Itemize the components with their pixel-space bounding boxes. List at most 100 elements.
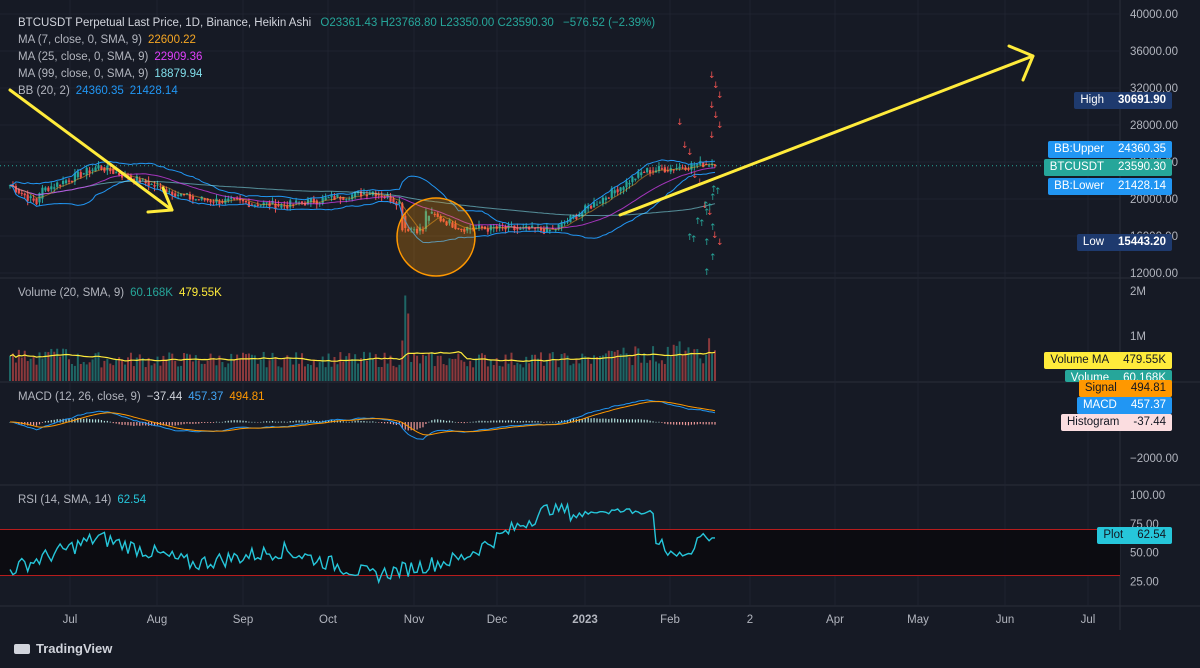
- volume-bar: [194, 355, 197, 381]
- candle-body: [516, 227, 519, 230]
- volume-bar: [303, 366, 306, 381]
- volume-bar: [581, 353, 584, 381]
- candle-body: [97, 165, 100, 169]
- candle-body: [486, 228, 489, 232]
- macd-histogram-bar: [295, 420, 297, 423]
- candle-body: [115, 172, 118, 174]
- macd-histogram-bar: [242, 420, 244, 423]
- macd-label[interactable]: MACD (12, 26, close, 9): [18, 391, 141, 403]
- ma25-label[interactable]: MA (25, close, 0, SMA, 9): [18, 51, 149, 63]
- volume-bar: [663, 364, 666, 381]
- candle-body: [480, 226, 484, 229]
- macd-histogram-bar: [413, 422, 415, 430]
- volume-bar: [519, 364, 522, 381]
- macd-histogram-bar: [35, 422, 38, 426]
- histogram-tag-value: -37.44: [1133, 416, 1166, 428]
- macd-histogram-bar: [434, 419, 436, 423]
- tradingview-logo[interactable]: TradingView: [14, 641, 112, 656]
- downtrend-arrow-line: [8, 88, 174, 212]
- rsi-legend: RSI (14, SMA, 14) 62.54: [18, 492, 146, 509]
- volume-label[interactable]: Volume (20, SMA, 9): [18, 287, 125, 299]
- macd-histogram-bar: [631, 419, 634, 423]
- candle-body: [699, 160, 702, 165]
- symbol-tag-value: 23590.30: [1118, 161, 1166, 173]
- macd-histogram-bar: [342, 421, 344, 423]
- candle-body: [413, 229, 416, 231]
- candle-body: [185, 193, 189, 195]
- candle-body: [472, 227, 475, 230]
- drawing-annotations[interactable]: [8, 44, 1035, 277]
- candle-body: [436, 213, 439, 217]
- macd-histogram-bar: [118, 422, 120, 425]
- macd-histogram-bar: [171, 422, 173, 426]
- candle-body: [247, 201, 251, 207]
- macd-histogram-bar: [537, 421, 539, 423]
- candle-body: [41, 187, 44, 199]
- candle-body: [241, 199, 245, 202]
- macd-histogram-bar: [165, 422, 167, 426]
- volume-bar: [401, 340, 404, 381]
- volume-bar: [427, 353, 430, 381]
- volume-bar: [236, 354, 239, 381]
- tradingview-logo-icon: [14, 643, 30, 654]
- time-tick-label: Oct: [319, 614, 338, 626]
- candle-body: [631, 176, 634, 183]
- volume-bar: [619, 354, 622, 381]
- macd-pane[interactable]: [9, 399, 716, 440]
- volume-bar: [271, 352, 274, 381]
- candle-body: [672, 169, 675, 171]
- candle-body: [59, 184, 62, 186]
- candle-body: [713, 164, 717, 167]
- volume-bar: [551, 352, 554, 381]
- rsi-label[interactable]: RSI (14, SMA, 14): [18, 494, 112, 506]
- candle-body: [85, 167, 88, 176]
- candle-body: [448, 219, 451, 224]
- volume-bar: [321, 356, 324, 381]
- time-tick-label: May: [907, 614, 929, 626]
- ma99-label[interactable]: MA (99, close, 0, SMA, 9): [18, 68, 149, 80]
- buy-signal-arrow: ↑: [709, 223, 717, 233]
- volume-bar: [374, 354, 377, 381]
- macd-histogram-bar: [457, 422, 459, 423]
- macd-histogram-bar: [106, 420, 108, 423]
- volume-pane[interactable]: [9, 295, 716, 382]
- symbol-title[interactable]: BTCUSDT Perpetual Last Price, 1D, Binanc…: [18, 17, 312, 29]
- candle-body: [430, 212, 433, 214]
- volume-bar: [209, 353, 212, 381]
- macd-histogram-bar: [690, 422, 693, 425]
- volume-bar: [510, 352, 513, 381]
- volume-bar: [224, 367, 227, 381]
- volume-bar: [351, 359, 354, 381]
- volume-bar: [578, 363, 581, 381]
- candle-body: [321, 197, 324, 204]
- candle-body: [35, 198, 38, 205]
- volume-bar: [336, 364, 339, 381]
- volume-bar: [103, 360, 106, 381]
- volume-bar: [463, 361, 466, 381]
- volume-bar: [147, 357, 150, 381]
- volume-bar: [26, 361, 29, 381]
- macd-histogram-bar: [189, 422, 191, 424]
- candle-body: [560, 222, 563, 227]
- candle-body: [333, 196, 336, 200]
- candle-body: [112, 168, 115, 174]
- ma7-label[interactable]: MA (7, close, 0, SMA, 9): [18, 34, 142, 46]
- candle-body: [135, 176, 138, 181]
- candle-body: [109, 168, 112, 172]
- volume-bar: [85, 364, 88, 381]
- candle-body: [324, 197, 327, 201]
- macd-histogram-bar: [652, 421, 654, 423]
- bb-label[interactable]: BB (20, 2): [18, 85, 70, 97]
- macd-histogram-bar: [596, 418, 598, 423]
- sell-signal-arrow: ↓: [711, 231, 719, 241]
- low-tag: Low 15443.20: [1076, 234, 1172, 251]
- volume-bar: [32, 356, 35, 381]
- volume-bar: [498, 365, 501, 381]
- rsi-pane[interactable]: [0, 501, 1120, 585]
- buy-signal-arrow: ↑: [709, 193, 717, 203]
- ohlc-values: O23361.43 H23768.80 L23350.00 C23590.30: [320, 17, 554, 29]
- price-pane[interactable]: ↓↓↓↓↓↓↓↓↓↓↓↓↓↓↓↓↑↑↑↑↑↑↑↑↑↑↑↑↑↑: [0, 71, 1120, 278]
- volume-bar: [124, 364, 127, 381]
- volume-bar: [298, 363, 301, 381]
